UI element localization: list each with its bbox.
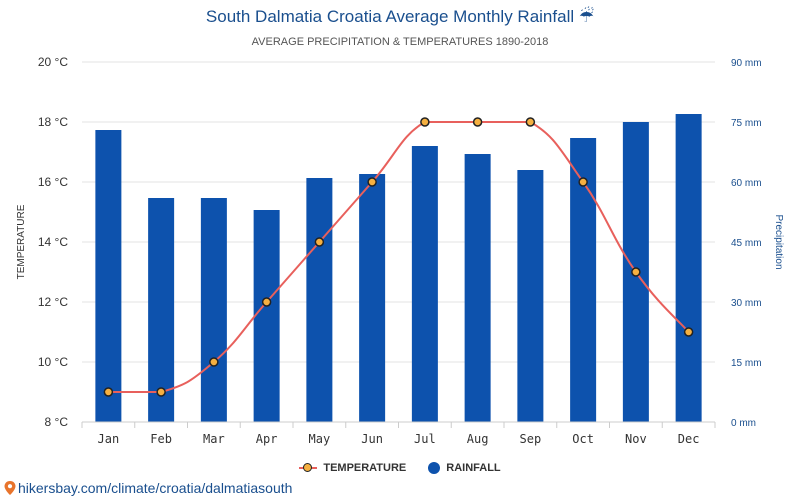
temperature-line bbox=[108, 121, 690, 393]
y-tick-label-left: 14 °C bbox=[38, 235, 68, 249]
temperature-legend-marker bbox=[299, 463, 318, 472]
temperature-point bbox=[156, 387, 166, 397]
chart-subtitle: AVERAGE PRECIPITATION & TEMPERATURES 189… bbox=[251, 36, 549, 48]
rainfall-bar bbox=[675, 114, 702, 422]
y-tick-label-left: 12 °C bbox=[38, 295, 68, 309]
temperature-point bbox=[209, 357, 219, 367]
y-tick-label-left: 18 °C bbox=[38, 115, 68, 129]
rainfall-bar bbox=[517, 170, 544, 422]
x-tick-label: Jun bbox=[361, 432, 383, 446]
temperature-point bbox=[472, 117, 483, 127]
rainfall-legend-marker bbox=[428, 462, 441, 474]
chart-title: South Dalmatia Croatia Average Monthly R… bbox=[205, 7, 595, 26]
rainfall-bar bbox=[306, 178, 333, 422]
legend-item-rainfall[interactable]: RAINFALL bbox=[428, 462, 501, 474]
rainfall-bar bbox=[411, 146, 438, 422]
temperature-point bbox=[683, 327, 694, 337]
y-tick-label-right: 45 mm bbox=[731, 238, 762, 249]
source-link-text: hikersbay.com/climate/croatia/dalmatiaso… bbox=[18, 480, 293, 496]
y-tick-label-left: 8 °C bbox=[45, 415, 69, 429]
x-tick-label: Sep bbox=[520, 432, 542, 446]
rainfall-bar bbox=[200, 198, 227, 422]
y-tick-label-right: 90 mm bbox=[731, 58, 762, 69]
x-tick-label: May bbox=[309, 432, 331, 446]
x-tick-label: Jan bbox=[98, 432, 120, 446]
y-tick-label-right: 0 mm bbox=[731, 418, 756, 429]
temperature-point bbox=[578, 177, 588, 187]
source-link[interactable]: hikersbay.com/climate/croatia/dalmatiaso… bbox=[4, 480, 292, 496]
chart-legend: TEMPERATURE RAINFALL bbox=[0, 462, 800, 474]
x-tick-label: Mar bbox=[203, 432, 225, 446]
temperature-point bbox=[367, 177, 377, 187]
y-tick-label-left: 20 °C bbox=[38, 55, 68, 69]
temperature-point bbox=[103, 387, 114, 397]
x-tick-label: Dec bbox=[678, 432, 700, 446]
y-axis-title-right: Precipitation bbox=[773, 214, 784, 269]
temperature-point bbox=[261, 297, 272, 307]
y-tick-label-right: 30 mm bbox=[731, 298, 762, 309]
rainfall-bar bbox=[253, 210, 280, 422]
rainfall-bar bbox=[148, 198, 175, 422]
x-tick-label: Jul bbox=[414, 432, 436, 446]
y-tick-label-right: 15 mm bbox=[731, 358, 762, 369]
rainfall-bar bbox=[464, 154, 491, 422]
legend-item-temperature[interactable]: TEMPERATURE bbox=[299, 462, 406, 474]
legend-label-temperature: TEMPERATURE bbox=[323, 462, 407, 474]
rainfall-bar bbox=[95, 130, 122, 422]
y-tick-label-left: 10 °C bbox=[38, 355, 68, 369]
x-tick-label: Apr bbox=[256, 432, 278, 446]
x-tick-label: Oct bbox=[572, 432, 594, 446]
x-tick-label: Feb bbox=[150, 432, 172, 446]
legend-label-rainfall: RAINFALL bbox=[446, 462, 501, 474]
temperature-point bbox=[314, 237, 325, 247]
map-pin-icon bbox=[4, 481, 16, 495]
y-tick-label-right: 75 mm bbox=[731, 118, 762, 129]
rainfall-bar bbox=[359, 174, 386, 422]
y-tick-label-right: 60 mm bbox=[731, 178, 762, 189]
x-tick-label: Nov bbox=[625, 432, 647, 446]
temperature-point bbox=[631, 267, 641, 277]
y-axis-title-left: TEMPERATURE bbox=[16, 204, 27, 279]
temperature-point bbox=[525, 117, 536, 127]
y-tick-label-left: 16 °C bbox=[38, 175, 68, 189]
temperature-point bbox=[420, 117, 430, 127]
x-tick-label: Aug bbox=[467, 432, 489, 446]
